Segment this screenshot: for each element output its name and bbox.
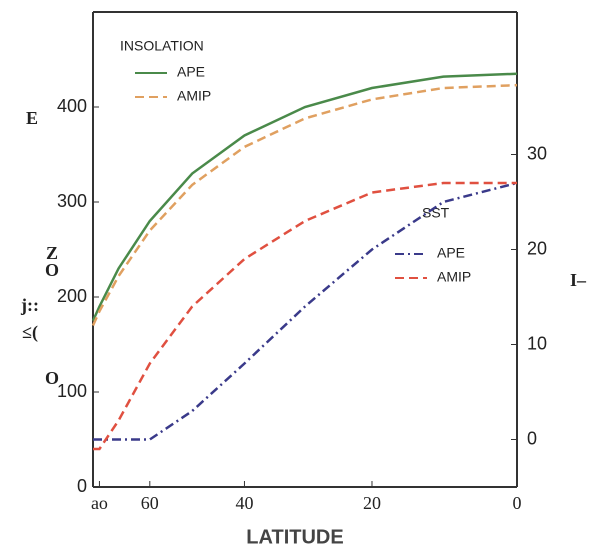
legend-label: AMIP <box>437 269 471 285</box>
axis-artifact: Z <box>46 243 58 263</box>
axis-artifact: j:: <box>20 295 39 315</box>
axis-artifact: O <box>45 260 59 280</box>
axis-artifact: O <box>45 368 59 388</box>
x-tick-label: 0 <box>513 493 522 513</box>
axis-artifact: E <box>26 108 38 128</box>
legend-label: APE <box>177 64 205 80</box>
axis-artifact: I– <box>570 270 587 290</box>
axis-artifact: ≤( <box>22 322 38 343</box>
x-tick-label: ao <box>91 493 108 513</box>
x-tick-label: 40 <box>235 493 253 513</box>
y-tick-label: 0 <box>77 476 87 496</box>
y2-tick-label: 0 <box>527 428 537 448</box>
legend-title: SST <box>422 205 450 221</box>
legend-title: INSOLATION <box>120 38 204 54</box>
y-tick-label: 400 <box>57 96 87 116</box>
series-line <box>93 181 517 451</box>
y2-tick-label: 30 <box>527 143 547 163</box>
series-line <box>91 83 518 327</box>
y-tick-label: 100 <box>57 381 87 401</box>
series-line <box>91 72 518 322</box>
legend-label: APE <box>437 245 465 261</box>
y-tick-label: 300 <box>57 191 87 211</box>
x-axis-title: LATITUDE <box>246 526 343 548</box>
series-line <box>93 181 518 441</box>
legend-label: AMIP <box>177 88 211 104</box>
x-tick-label: 20 <box>363 493 381 513</box>
x-tick-label: 60 <box>141 493 159 513</box>
y-tick-label: 200 <box>57 286 87 306</box>
y2-tick-label: 10 <box>527 333 547 353</box>
y2-tick-label: 20 <box>527 238 547 258</box>
